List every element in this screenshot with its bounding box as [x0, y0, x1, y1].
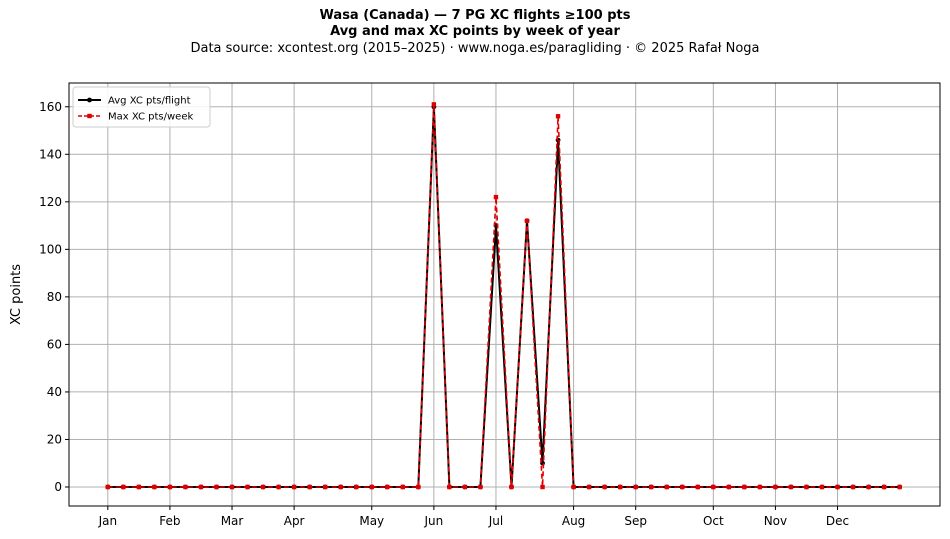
max-point [291, 484, 297, 490]
series-line-2 [107, 104, 900, 488]
max-point [493, 194, 499, 200]
max-point [695, 484, 700, 490]
max-point [866, 484, 871, 490]
x-tick-label: Jan [98, 514, 118, 528]
y-tick-label: 140 [39, 147, 62, 161]
x-tick-label: Jun [423, 514, 443, 528]
chart-titles: Wasa (Canada) — 7 PG XC flights ≥100 pts… [0, 8, 950, 57]
max-point [416, 484, 421, 490]
y-tick-label: 120 [39, 195, 62, 209]
max-point [198, 484, 204, 490]
max-point [478, 484, 483, 490]
max-point [260, 484, 266, 490]
max-point [276, 484, 281, 490]
x-tick-label: May [359, 514, 384, 528]
legend-box [72, 86, 211, 128]
legend-marker [87, 113, 92, 119]
max-point [509, 484, 514, 490]
max-point [152, 484, 157, 490]
plot-frame [68, 82, 941, 507]
x-tick-label: Mar [221, 514, 244, 528]
max-point [462, 484, 468, 490]
x-tick-label: Sep [624, 514, 647, 528]
y-tick-label: 20 [47, 432, 62, 446]
max-point [586, 484, 592, 490]
y-tick-label: 80 [47, 290, 62, 304]
max-point [245, 484, 250, 490]
max-point [711, 484, 716, 490]
max-point [136, 484, 142, 490]
x-tick-label: Apr [284, 514, 305, 528]
x-tick-label: Nov [764, 514, 787, 528]
max-point [571, 484, 576, 490]
max-point [773, 484, 778, 490]
max-point [121, 484, 126, 490]
max-point [850, 484, 856, 490]
x-tick-label: Jul [488, 514, 503, 528]
max-point [400, 484, 406, 490]
y-tick-label: 0 [54, 480, 62, 494]
y-tick-label: 100 [39, 242, 62, 256]
max-point [229, 484, 235, 490]
max-point [431, 102, 437, 107]
legend-entry-label: Avg XC pts/flight [108, 96, 191, 107]
max-point [167, 484, 173, 490]
max-point [307, 484, 312, 490]
max-point [633, 484, 638, 490]
max-point [524, 218, 530, 224]
legend-marker [87, 97, 92, 103]
chart-title: Wasa (Canada) — 7 PG XC flights ≥100 pts [319, 8, 631, 23]
max-point [897, 484, 902, 490]
max-point [881, 484, 887, 490]
max-point [680, 484, 685, 490]
max-point [602, 484, 607, 490]
max-point [788, 484, 794, 490]
max-point [835, 484, 840, 490]
max-point [804, 484, 809, 490]
max-point [214, 484, 219, 490]
max-point [338, 484, 343, 490]
y-axis-label: XC points [9, 264, 24, 325]
max-point [354, 484, 359, 490]
x-tick-label: Aug [562, 514, 585, 528]
x-tick-label: Oct [703, 514, 724, 528]
max-point [819, 484, 825, 490]
legend-entry-label: Max XC pts/week [108, 112, 193, 123]
max-point [726, 484, 732, 490]
max-point [447, 484, 452, 490]
y-tick-label: 160 [39, 100, 62, 114]
axes: 0 20 40 60 80 100 120 140 160 Jan Feb Mar Apr May Jun J… [39, 100, 849, 528]
series-lines [105, 102, 903, 490]
max-point [757, 484, 763, 490]
max-point [322, 484, 328, 490]
max-point [664, 484, 669, 490]
max-point [385, 484, 390, 490]
max-point [555, 114, 561, 119]
max-point [183, 484, 188, 490]
chart-subtitle: Avg and max XC points by week of year [330, 24, 620, 39]
y-tick-label: 40 [47, 385, 62, 399]
data-source-note: Data source: xcontest.org (2015–2025) · … [190, 41, 760, 56]
max-point [540, 484, 545, 490]
grid-lines [69, 83, 940, 506]
max-point [369, 484, 374, 490]
x-tick-label: Dec [826, 514, 849, 528]
y-tick-label: 60 [47, 337, 62, 351]
x-tick-label: Feb [159, 514, 180, 528]
legend: Avg XC pts/flight Max XC pts/week [72, 86, 211, 128]
max-point [649, 484, 654, 490]
max-point [105, 484, 111, 490]
max-point [617, 484, 623, 490]
max-point [742, 484, 747, 490]
